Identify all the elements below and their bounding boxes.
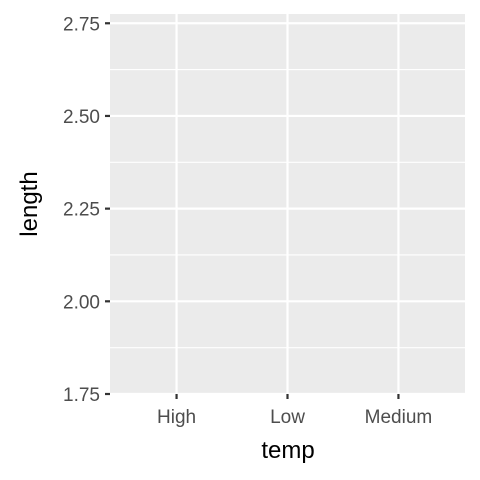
y-tick-label: 1.75 [63,385,100,406]
y-tick-label: 2.75 [63,14,100,35]
y-tick-label: 2.25 [63,200,100,221]
x-axis-tick-labels: High Low Medium [157,407,432,428]
x-tick-label: High [157,407,196,428]
y-tick-label: 2.50 [63,107,100,128]
y-axis-title: length [16,171,43,236]
major-gridlines [110,14,465,396]
y-axis-tick-labels: 1.75 2.00 2.25 2.50 2.75 [63,14,100,406]
y-axis-ticks [105,22,110,396]
x-tick-label: Low [270,407,305,428]
x-axis-ticks [175,394,400,399]
x-axis-title: temp [261,437,314,464]
x-tick-label: Medium [365,407,433,428]
y-tick-label: 2.00 [63,292,100,313]
